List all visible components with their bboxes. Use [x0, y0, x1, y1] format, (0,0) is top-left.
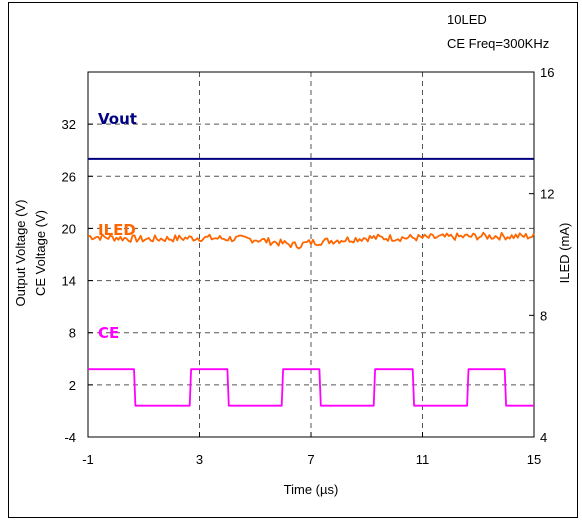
y-axis-label-iled: ILED (mA)	[557, 223, 572, 284]
x-tick-label: 11	[416, 452, 430, 467]
y-axis-label-ce-voltage: CE Voltage (V)	[33, 210, 48, 296]
y-right-tick-label: 12	[540, 187, 554, 202]
series-line-iled	[87, 231, 535, 250]
y-left-tick-label: 8	[69, 326, 76, 341]
x-tick-label: 3	[196, 452, 203, 467]
x-axis-label: Time (µs)	[284, 482, 339, 497]
chart-frame	[8, 2, 578, 518]
series-label-ce: CE	[98, 324, 119, 342]
x-tick-label: 7	[307, 452, 314, 467]
y-left-tick-label: -4	[64, 430, 76, 445]
annotation-ce-frequency: CE Freq=300KHz	[447, 36, 549, 51]
series-line-ce	[88, 368, 534, 407]
series-label-vout: Vout	[98, 110, 137, 128]
y-right-tick-label: 8	[540, 308, 547, 323]
y-left-tick-label: 32	[62, 117, 76, 132]
x-tick-label: 15	[527, 452, 541, 467]
series-label-iled: ILED	[98, 221, 136, 239]
y-axis-label-output-voltage: Output Voltage (V)	[13, 200, 28, 307]
y-left-tick-label: 14	[62, 274, 76, 289]
y-right-tick-label: 4	[540, 430, 547, 445]
y-left-tick-label: 20	[62, 221, 76, 236]
x-tick-label: -1	[82, 452, 94, 467]
annotation-led-count: 10LED	[447, 12, 487, 27]
y-left-tick-label: 2	[69, 378, 76, 393]
y-left-tick-label: 26	[62, 169, 76, 184]
y-right-tick-label: 16	[540, 65, 554, 80]
